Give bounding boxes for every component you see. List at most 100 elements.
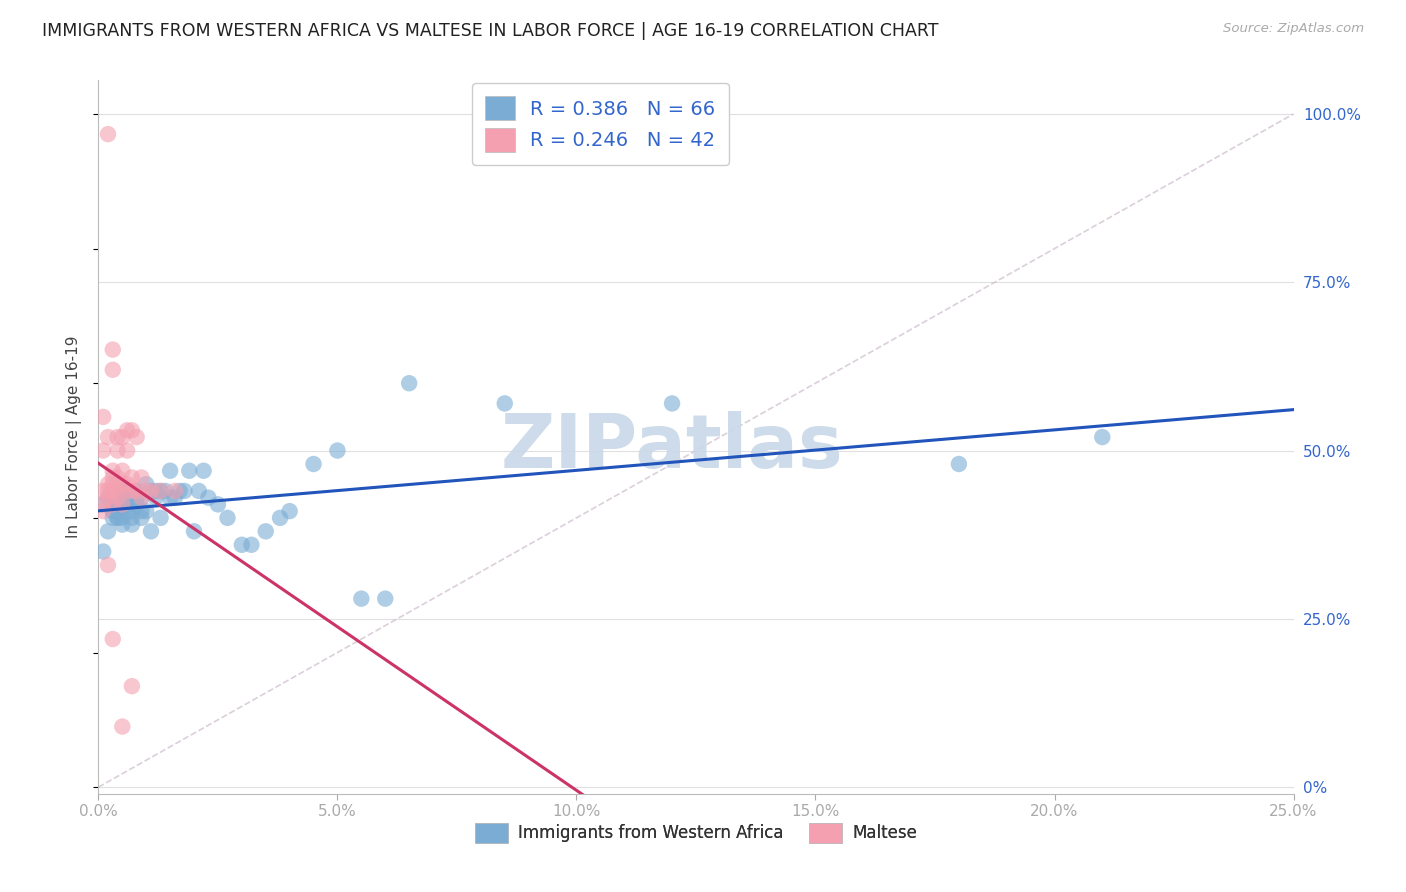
Point (125, 430, 148, 444)
Point (135, 504, 157, 518)
Y-axis label: In Labor Force | Age 16-19: In Labor Force | Age 16-19 (66, 335, 83, 539)
Point (107, 504, 129, 518)
Point (111, 464, 134, 478)
Point (107, 470, 129, 484)
Point (107, 511, 129, 525)
Point (111, 483, 134, 498)
Point (97, 127, 120, 141)
Point (269, 511, 291, 525)
Point (101, 470, 124, 484)
Point (107, 443, 129, 458)
Point (326, 443, 349, 458)
Point (111, 497, 134, 511)
Point (125, 497, 148, 511)
Text: Source: ZipAtlas.com: Source: ZipAtlas.com (1223, 22, 1364, 36)
Point (398, 376, 420, 391)
Point (149, 483, 172, 498)
Point (101, 483, 124, 498)
Point (91, 504, 114, 518)
Point (101, 497, 124, 511)
Point (149, 483, 172, 498)
Point (159, 464, 181, 478)
Point (107, 491, 129, 505)
Point (115, 491, 138, 505)
Point (97, 477, 120, 491)
Point (187, 483, 209, 498)
Point (91, 497, 114, 511)
Point (125, 483, 148, 498)
Point (91, 497, 114, 511)
Point (91, 443, 114, 458)
Point (101, 363, 124, 377)
Point (101, 497, 124, 511)
Point (254, 524, 277, 539)
Point (115, 477, 138, 491)
Point (240, 538, 263, 552)
Point (97, 483, 120, 498)
Text: IMMIGRANTS FROM WESTERN AFRICA VS MALTESE IN LABOR FORCE | AGE 16-19 CORRELATION: IMMIGRANTS FROM WESTERN AFRICA VS MALTES… (42, 22, 939, 40)
Point (278, 504, 301, 518)
Point (121, 504, 143, 518)
Point (131, 470, 153, 484)
Point (115, 497, 138, 511)
Point (183, 524, 205, 539)
Point (121, 679, 143, 693)
Point (107, 430, 129, 444)
Point (97, 491, 120, 505)
Point (173, 483, 195, 498)
Point (101, 504, 124, 518)
Point (107, 511, 129, 525)
Legend: Immigrants from Western Africa, Maltese: Immigrants from Western Africa, Maltese (468, 816, 924, 850)
Point (121, 470, 143, 484)
Point (131, 491, 153, 505)
Point (97, 558, 120, 572)
Point (101, 477, 124, 491)
Point (115, 483, 138, 498)
Point (111, 511, 134, 525)
Point (135, 477, 157, 491)
Point (302, 457, 325, 471)
Point (948, 457, 970, 471)
Point (97, 491, 120, 505)
Point (125, 483, 148, 498)
Point (115, 443, 138, 458)
Point (101, 483, 124, 498)
Point (197, 491, 219, 505)
Point (131, 491, 153, 505)
Point (101, 504, 124, 518)
Point (159, 491, 181, 505)
Point (101, 464, 124, 478)
Point (494, 396, 516, 410)
Point (145, 483, 167, 498)
Point (374, 591, 396, 606)
Point (145, 491, 167, 505)
Point (163, 483, 186, 498)
Point (121, 511, 143, 525)
Point (111, 517, 134, 532)
Point (97, 524, 120, 539)
Point (1091, 430, 1114, 444)
Point (111, 497, 134, 511)
Point (111, 720, 134, 734)
Point (91, 544, 114, 558)
Point (97, 430, 120, 444)
Point (115, 483, 138, 498)
Point (139, 524, 162, 539)
Point (207, 497, 229, 511)
Point (139, 483, 162, 498)
Point (125, 491, 148, 505)
Point (115, 504, 138, 518)
Point (101, 343, 124, 357)
Point (231, 538, 253, 552)
Point (179, 464, 201, 478)
Point (163, 491, 186, 505)
Point (121, 517, 143, 532)
Point (107, 483, 129, 498)
Point (155, 483, 177, 498)
Point (91, 409, 114, 424)
Point (139, 483, 162, 498)
Point (111, 477, 134, 491)
Point (121, 423, 143, 437)
Point (101, 491, 124, 505)
Point (135, 483, 157, 498)
